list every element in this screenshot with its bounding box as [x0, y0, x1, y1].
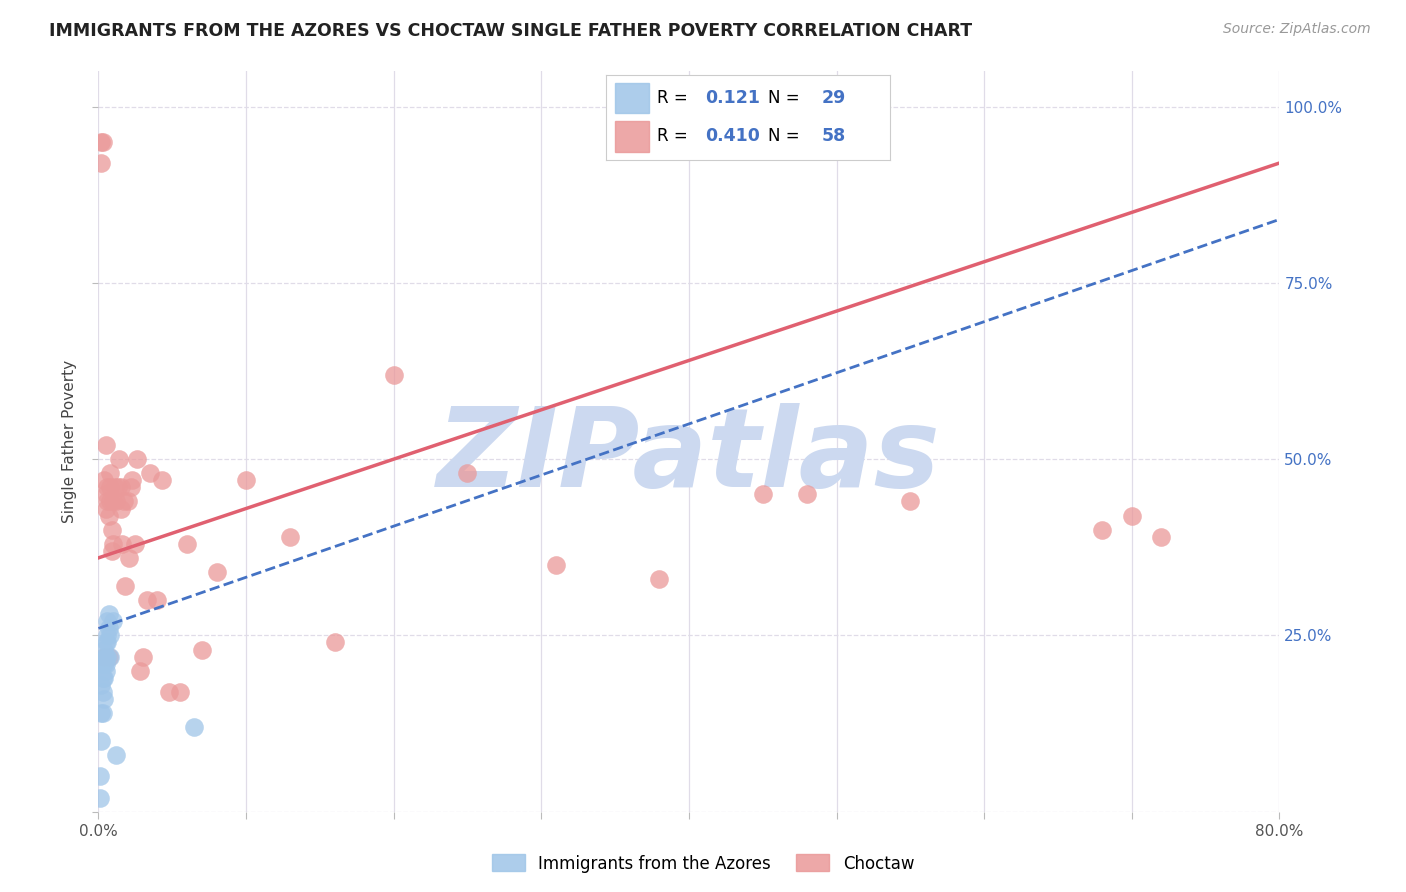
Point [98, 649, 121, 664]
Point [104, 480, 127, 494]
Point [125, 452, 148, 467]
Point [91, 685, 114, 699]
Point [105, 748, 128, 763]
Point [97, 607, 120, 622]
Point [90, 135, 112, 149]
Point [132, 649, 155, 664]
Point [103, 537, 125, 551]
Point [96, 615, 118, 629]
Point [146, 593, 169, 607]
Point [139, 467, 162, 481]
Point [278, 530, 302, 544]
Point [128, 664, 150, 678]
Point [1091, 523, 1114, 537]
Text: ZIPatlas: ZIPatlas [437, 403, 941, 510]
Point [114, 579, 136, 593]
Point [110, 480, 132, 494]
Point [111, 537, 134, 551]
Point [235, 473, 257, 487]
Point [93, 649, 115, 664]
Legend: Immigrants from the Azores, Choctaw: Immigrants from the Azores, Choctaw [485, 847, 921, 880]
Point [323, 635, 346, 649]
Point [110, 501, 132, 516]
Point [96, 649, 118, 664]
Point [93, 649, 115, 664]
Point [94, 501, 117, 516]
Point [96, 628, 118, 642]
Point [96, 494, 118, 508]
Point [98, 628, 121, 642]
Point [117, 494, 139, 508]
Point [93, 657, 115, 671]
Point [382, 368, 405, 382]
Point [98, 494, 121, 508]
Point [456, 467, 478, 481]
Text: IMMIGRANTS FROM THE AZORES VS CHOCTAW SINGLE FATHER POVERTY CORRELATION CHART: IMMIGRANTS FROM THE AZORES VS CHOCTAW SI… [49, 22, 973, 40]
Point [124, 537, 146, 551]
Point [751, 487, 773, 501]
Point [90, 156, 112, 170]
Point [93, 473, 115, 487]
Point [150, 473, 173, 487]
Point [94, 657, 117, 671]
Point [112, 494, 135, 508]
Point [96, 635, 118, 649]
Point [91, 135, 114, 149]
Point [97, 621, 120, 635]
Y-axis label: Single Father Poverty: Single Father Poverty [62, 360, 77, 523]
Text: Source: ZipAtlas.com: Source: ZipAtlas.com [1223, 22, 1371, 37]
Point [100, 523, 122, 537]
Point [191, 642, 214, 657]
Point [100, 544, 122, 558]
Point [900, 494, 922, 508]
Point [183, 720, 205, 734]
Point [157, 685, 180, 699]
Point [107, 480, 129, 494]
Point [97, 508, 120, 523]
Point [94, 664, 117, 678]
Point [91, 657, 114, 671]
Point [108, 452, 131, 467]
Point [94, 438, 117, 452]
Point [98, 467, 121, 481]
Point [93, 642, 115, 657]
Point [89, 790, 111, 805]
Point [176, 537, 198, 551]
Point [648, 572, 671, 586]
Point [796, 487, 818, 501]
Point [94, 635, 117, 649]
Point [118, 550, 141, 565]
Point [93, 692, 115, 706]
Point [120, 480, 142, 494]
Point [103, 494, 125, 508]
Point [94, 649, 117, 664]
Point [89, 769, 111, 783]
Point [91, 706, 114, 720]
Point [105, 494, 128, 508]
Point [93, 671, 115, 685]
Point [136, 593, 159, 607]
Point [1121, 508, 1143, 523]
Point [205, 565, 228, 579]
Point [90, 678, 112, 692]
Point [90, 734, 112, 748]
Point [94, 487, 117, 501]
Point [90, 706, 112, 720]
Point [96, 480, 118, 494]
Point [103, 615, 125, 629]
Point [1150, 530, 1173, 544]
Point [91, 671, 114, 685]
Point [97, 649, 120, 664]
Point [121, 473, 143, 487]
Point [98, 480, 121, 494]
Point [169, 685, 191, 699]
Point [546, 558, 568, 572]
